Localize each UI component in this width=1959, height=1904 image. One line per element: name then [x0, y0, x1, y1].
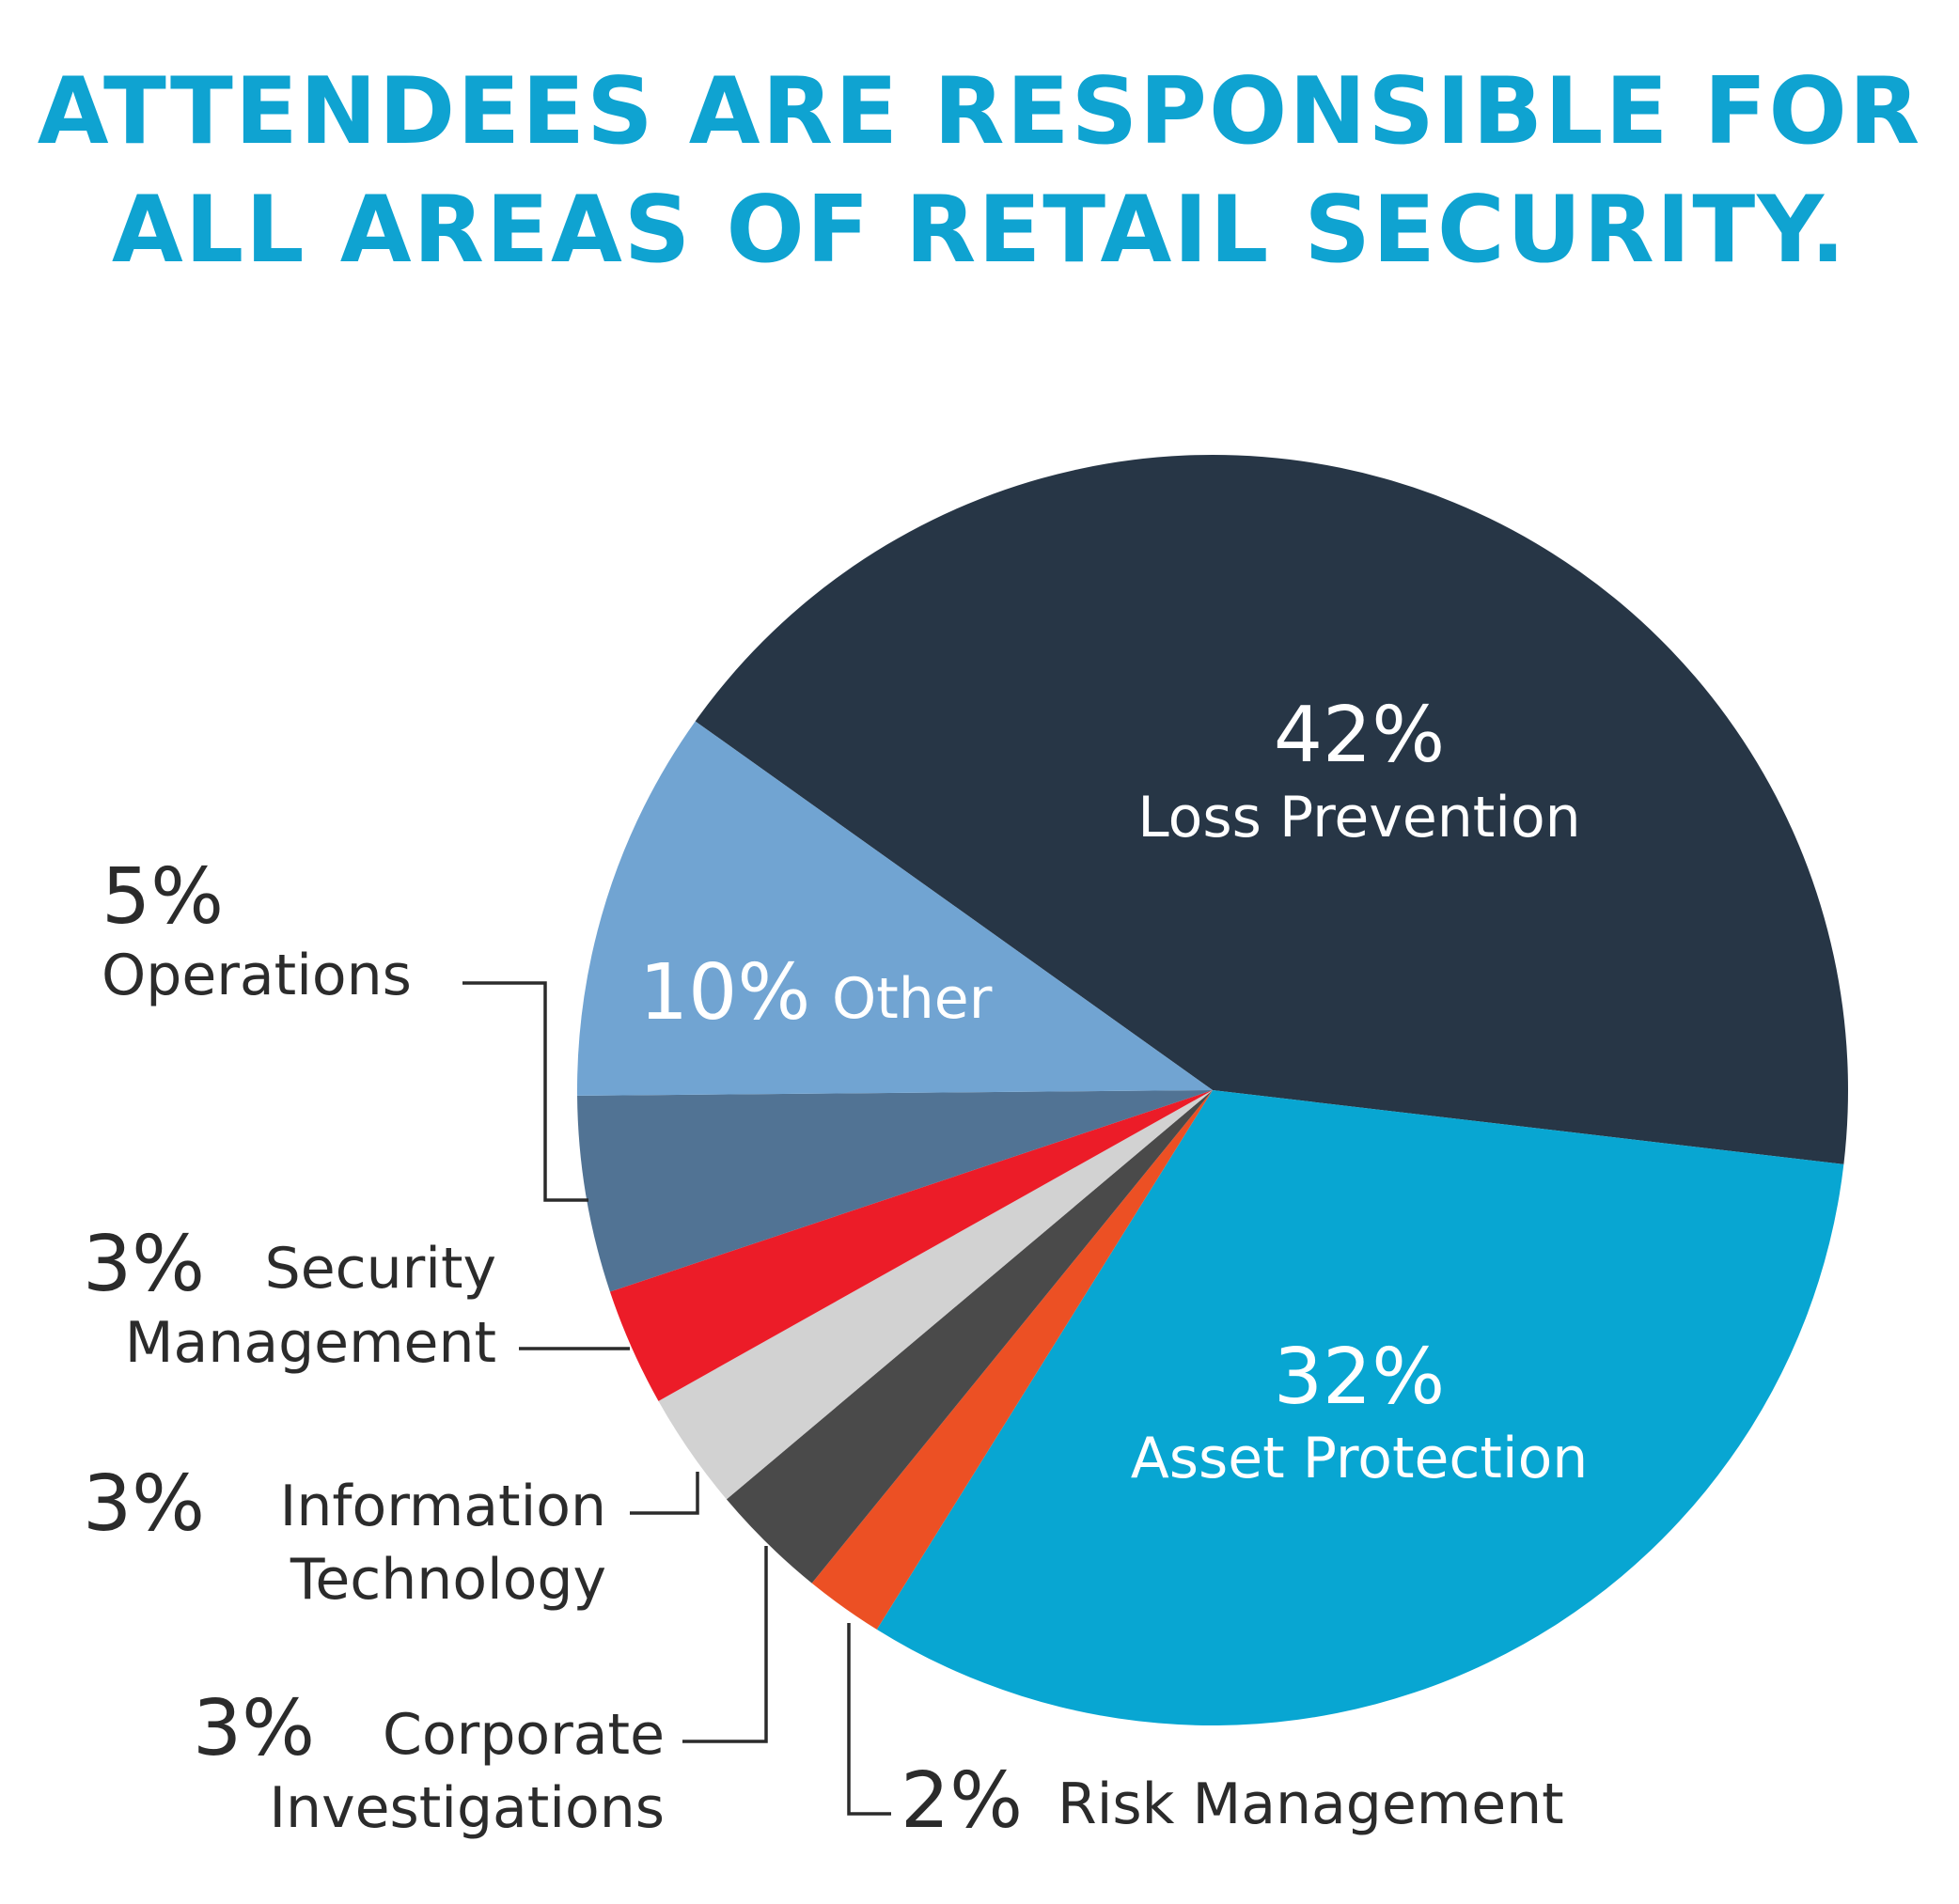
label-pct-security-management: 3%: [83, 1220, 205, 1309]
label-pct-operations: 5%: [102, 852, 224, 942]
label-name-information-technology-line-1: Information: [280, 1474, 606, 1539]
label-pct-other: 10%: [639, 948, 810, 1038]
pie-slice-operations: [577, 1090, 1213, 1292]
label-name-operations: Operations: [102, 943, 412, 1008]
label-name-asset-protection: Asset Protection: [1131, 1426, 1589, 1491]
label-pct-asset-protection: 32%: [1274, 1333, 1445, 1422]
leader-lines: [462, 981, 891, 1816]
leader-line-corporate-investigations: [682, 1546, 768, 1743]
pie-slice-corporate-investigations: [726, 1090, 1213, 1584]
leader-line-operations: [462, 981, 588, 1202]
leader-line-risk-management: [847, 1623, 891, 1816]
label-name-risk-management: Risk Management: [1058, 1771, 1564, 1837]
pie-slice-asset-protection: [876, 1090, 1844, 1725]
pie-slices: [577, 455, 1848, 1725]
label-pct-corporate-investigations: 3%: [193, 1684, 315, 1773]
label-pct-information-technology: 3%: [83, 1459, 205, 1549]
label-name-security-management-line-1: Security: [265, 1236, 496, 1302]
label-name-information-technology-line-2: Technology: [290, 1547, 606, 1613]
pie-slice-security-management: [609, 1090, 1213, 1401]
chart-title-line-2: ALL AREAS OF RETAIL SECURITY.: [112, 177, 1847, 284]
pie-slice-information-technology: [658, 1090, 1213, 1500]
leader-line-information-technology: [630, 1472, 699, 1515]
label-name-loss-prevention: Loss Prevention: [1137, 785, 1580, 851]
chart-title-line-1: ATTENDEES ARE RESPONSIBLE FOR: [38, 58, 1922, 165]
pie-slice-other: [577, 721, 1213, 1096]
label-name-corporate-investigations-line-1: Corporate: [383, 1702, 665, 1768]
label-name-corporate-investigations-line-2: Investigations: [269, 1775, 665, 1841]
label-pct-loss-prevention: 42%: [1274, 691, 1445, 780]
label-name-security-management-line-2: Management: [125, 1310, 496, 1376]
pie-slice-loss-prevention: [695, 455, 1848, 1164]
label-name-other: Other: [832, 966, 993, 1032]
pie-slice-risk-management: [811, 1090, 1213, 1630]
label-pct-risk-management: 2%: [901, 1756, 1023, 1846]
